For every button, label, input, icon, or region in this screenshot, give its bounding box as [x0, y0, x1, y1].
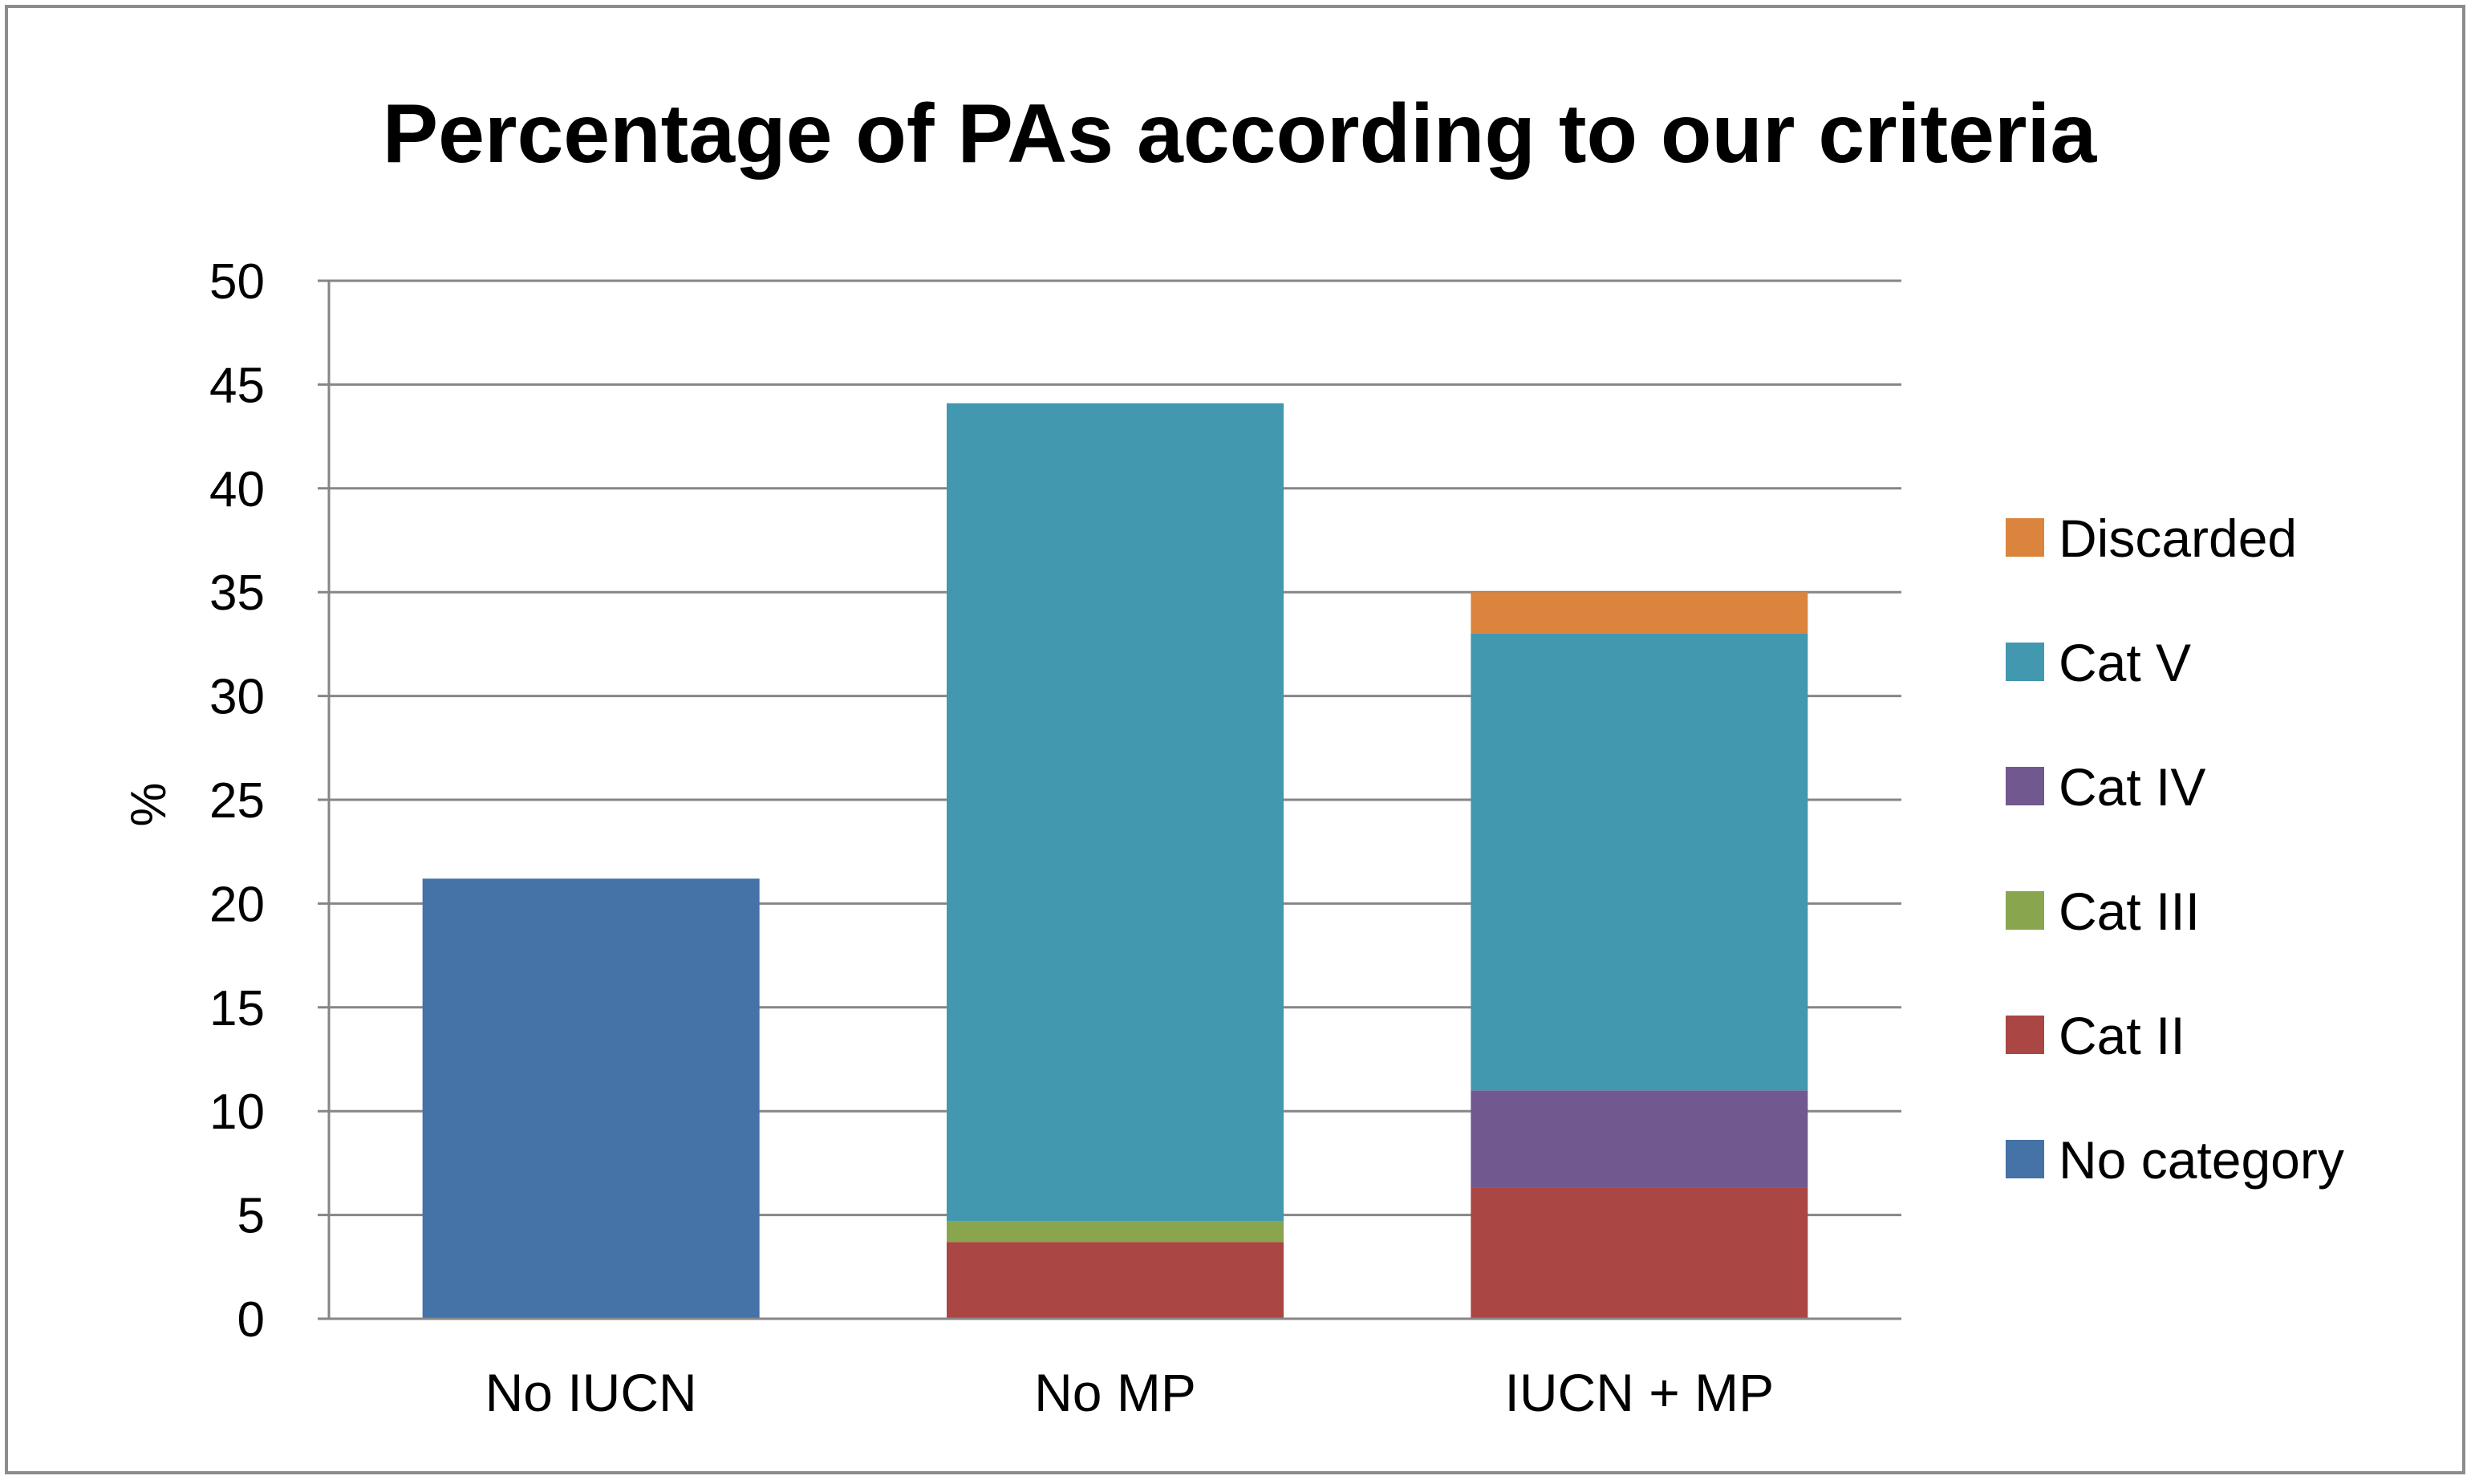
y-tick-label: 20 [209, 877, 265, 932]
legend-swatch [2006, 1140, 2044, 1178]
chart-title: Percentage of PAs according to our crite… [383, 87, 2098, 180]
y-tick-label: 25 [209, 773, 265, 829]
x-tick-label: IUCN + MP [1505, 1363, 1775, 1422]
legend-label: Cat IV [2059, 757, 2205, 817]
bar-segment [1471, 633, 1808, 1091]
legend-label: Cat II [2059, 1006, 2185, 1065]
bar-segment [947, 1221, 1284, 1243]
bars-layer [422, 403, 1808, 1319]
y-tick-label: 0 [237, 1292, 265, 1348]
y-tick-label: 35 [209, 566, 265, 621]
y-tick-label: 30 [209, 670, 265, 725]
bar-segment [1471, 1187, 1808, 1319]
legend-label: Cat III [2059, 882, 2200, 941]
legend-swatch [2006, 767, 2044, 805]
legend-swatch [2006, 891, 2044, 930]
x-tick-label: No IUCN [485, 1363, 697, 1422]
y-tick-label: 15 [209, 981, 265, 1036]
axis-layer: 0 5 10 15 20 25 30 35 40 45 50 No IUCN No MP IUCN + M… [209, 254, 1901, 1422]
bar-segment [1471, 592, 1808, 634]
bar-segment [947, 403, 1284, 1222]
legend-label: Cat V [2059, 633, 2191, 692]
y-tick-label: 50 [209, 254, 265, 310]
legend-label: No category [2059, 1130, 2344, 1190]
legend-swatch [2006, 518, 2044, 557]
legend-layer: Discarded Cat V Cat IV Cat III Cat II No cate… [2006, 509, 2344, 1190]
y-tick-label: 45 [209, 358, 265, 413]
x-tick-label: No MP [1034, 1363, 1196, 1422]
y-tick-label: 5 [237, 1189, 265, 1244]
legend-swatch [2006, 1016, 2044, 1054]
chart-frame: Percentage of PAs according to our crite… [5, 5, 2465, 1474]
legend-swatch [2006, 643, 2044, 681]
bar-segment [1471, 1090, 1808, 1188]
y-tick-label: 40 [209, 462, 265, 517]
y-axis-label: % [121, 782, 176, 826]
bar-segment [947, 1242, 1284, 1319]
bar-segment [422, 878, 760, 1319]
legend-label: Discarded [2059, 509, 2297, 568]
chart-svg: Percentage of PAs according to our crite… [121, 87, 2344, 1422]
y-tick-label: 10 [209, 1085, 265, 1140]
